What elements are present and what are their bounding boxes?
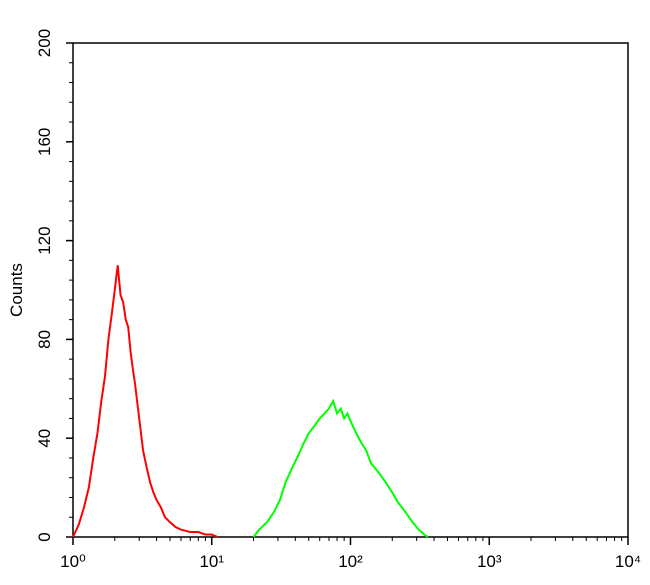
y-axis-label: Counts — [7, 263, 26, 317]
y-tick-label: 0 — [35, 532, 54, 541]
histogram-line — [252, 398, 429, 538]
x-tick-label: 10⁴ — [615, 552, 641, 571]
y-tick-label: 120 — [35, 226, 54, 254]
x-tick-label: 10³ — [477, 552, 502, 571]
y-tick-label: 200 — [35, 29, 54, 57]
x-tick-label: 10¹ — [199, 552, 224, 571]
y-tick-label: 40 — [35, 429, 54, 448]
x-tick-label: 10⁰ — [60, 552, 86, 571]
y-tick-label: 160 — [35, 128, 54, 156]
y-tick-label: 80 — [35, 330, 54, 349]
plot-frame — [72, 42, 629, 538]
x-tick-label: 10² — [338, 552, 363, 571]
histogram-line — [72, 265, 218, 538]
